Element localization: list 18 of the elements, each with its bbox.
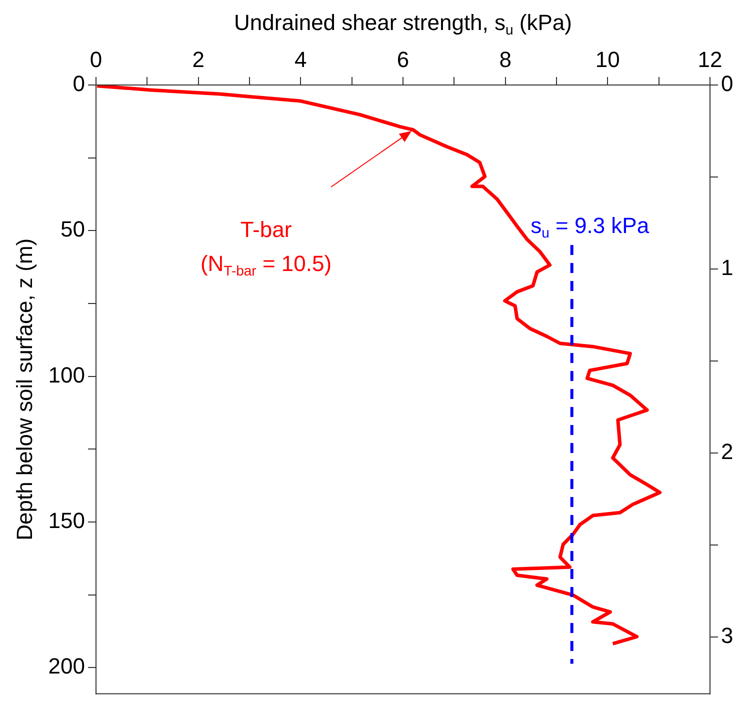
- y2-tick-label: 3: [721, 622, 734, 648]
- x-tick-label: 6: [396, 46, 410, 72]
- y-tick-label: 150: [48, 508, 85, 533]
- x-tick-label: 0: [90, 46, 102, 72]
- x-tick-label: 12: [698, 46, 722, 72]
- text: T-bar: [240, 217, 292, 242]
- y-tick-label: 100: [48, 362, 85, 388]
- y-tick-label: 50: [60, 216, 85, 242]
- y2-tick-label: 2: [721, 438, 734, 464]
- x-tick-label: 2: [192, 46, 204, 72]
- y2-tick-label: 1: [721, 254, 734, 280]
- x-tick-label: 8: [499, 46, 512, 72]
- y-axis-title: Depth below soil surface, z (m): [12, 238, 37, 540]
- y2-tick-label: 0: [721, 71, 734, 96]
- x-tick-label: 10: [595, 46, 620, 72]
- y-tick-label: 200: [48, 654, 85, 679]
- x-tick-label: 4: [294, 46, 307, 72]
- y-tick-label: 0: [72, 71, 85, 96]
